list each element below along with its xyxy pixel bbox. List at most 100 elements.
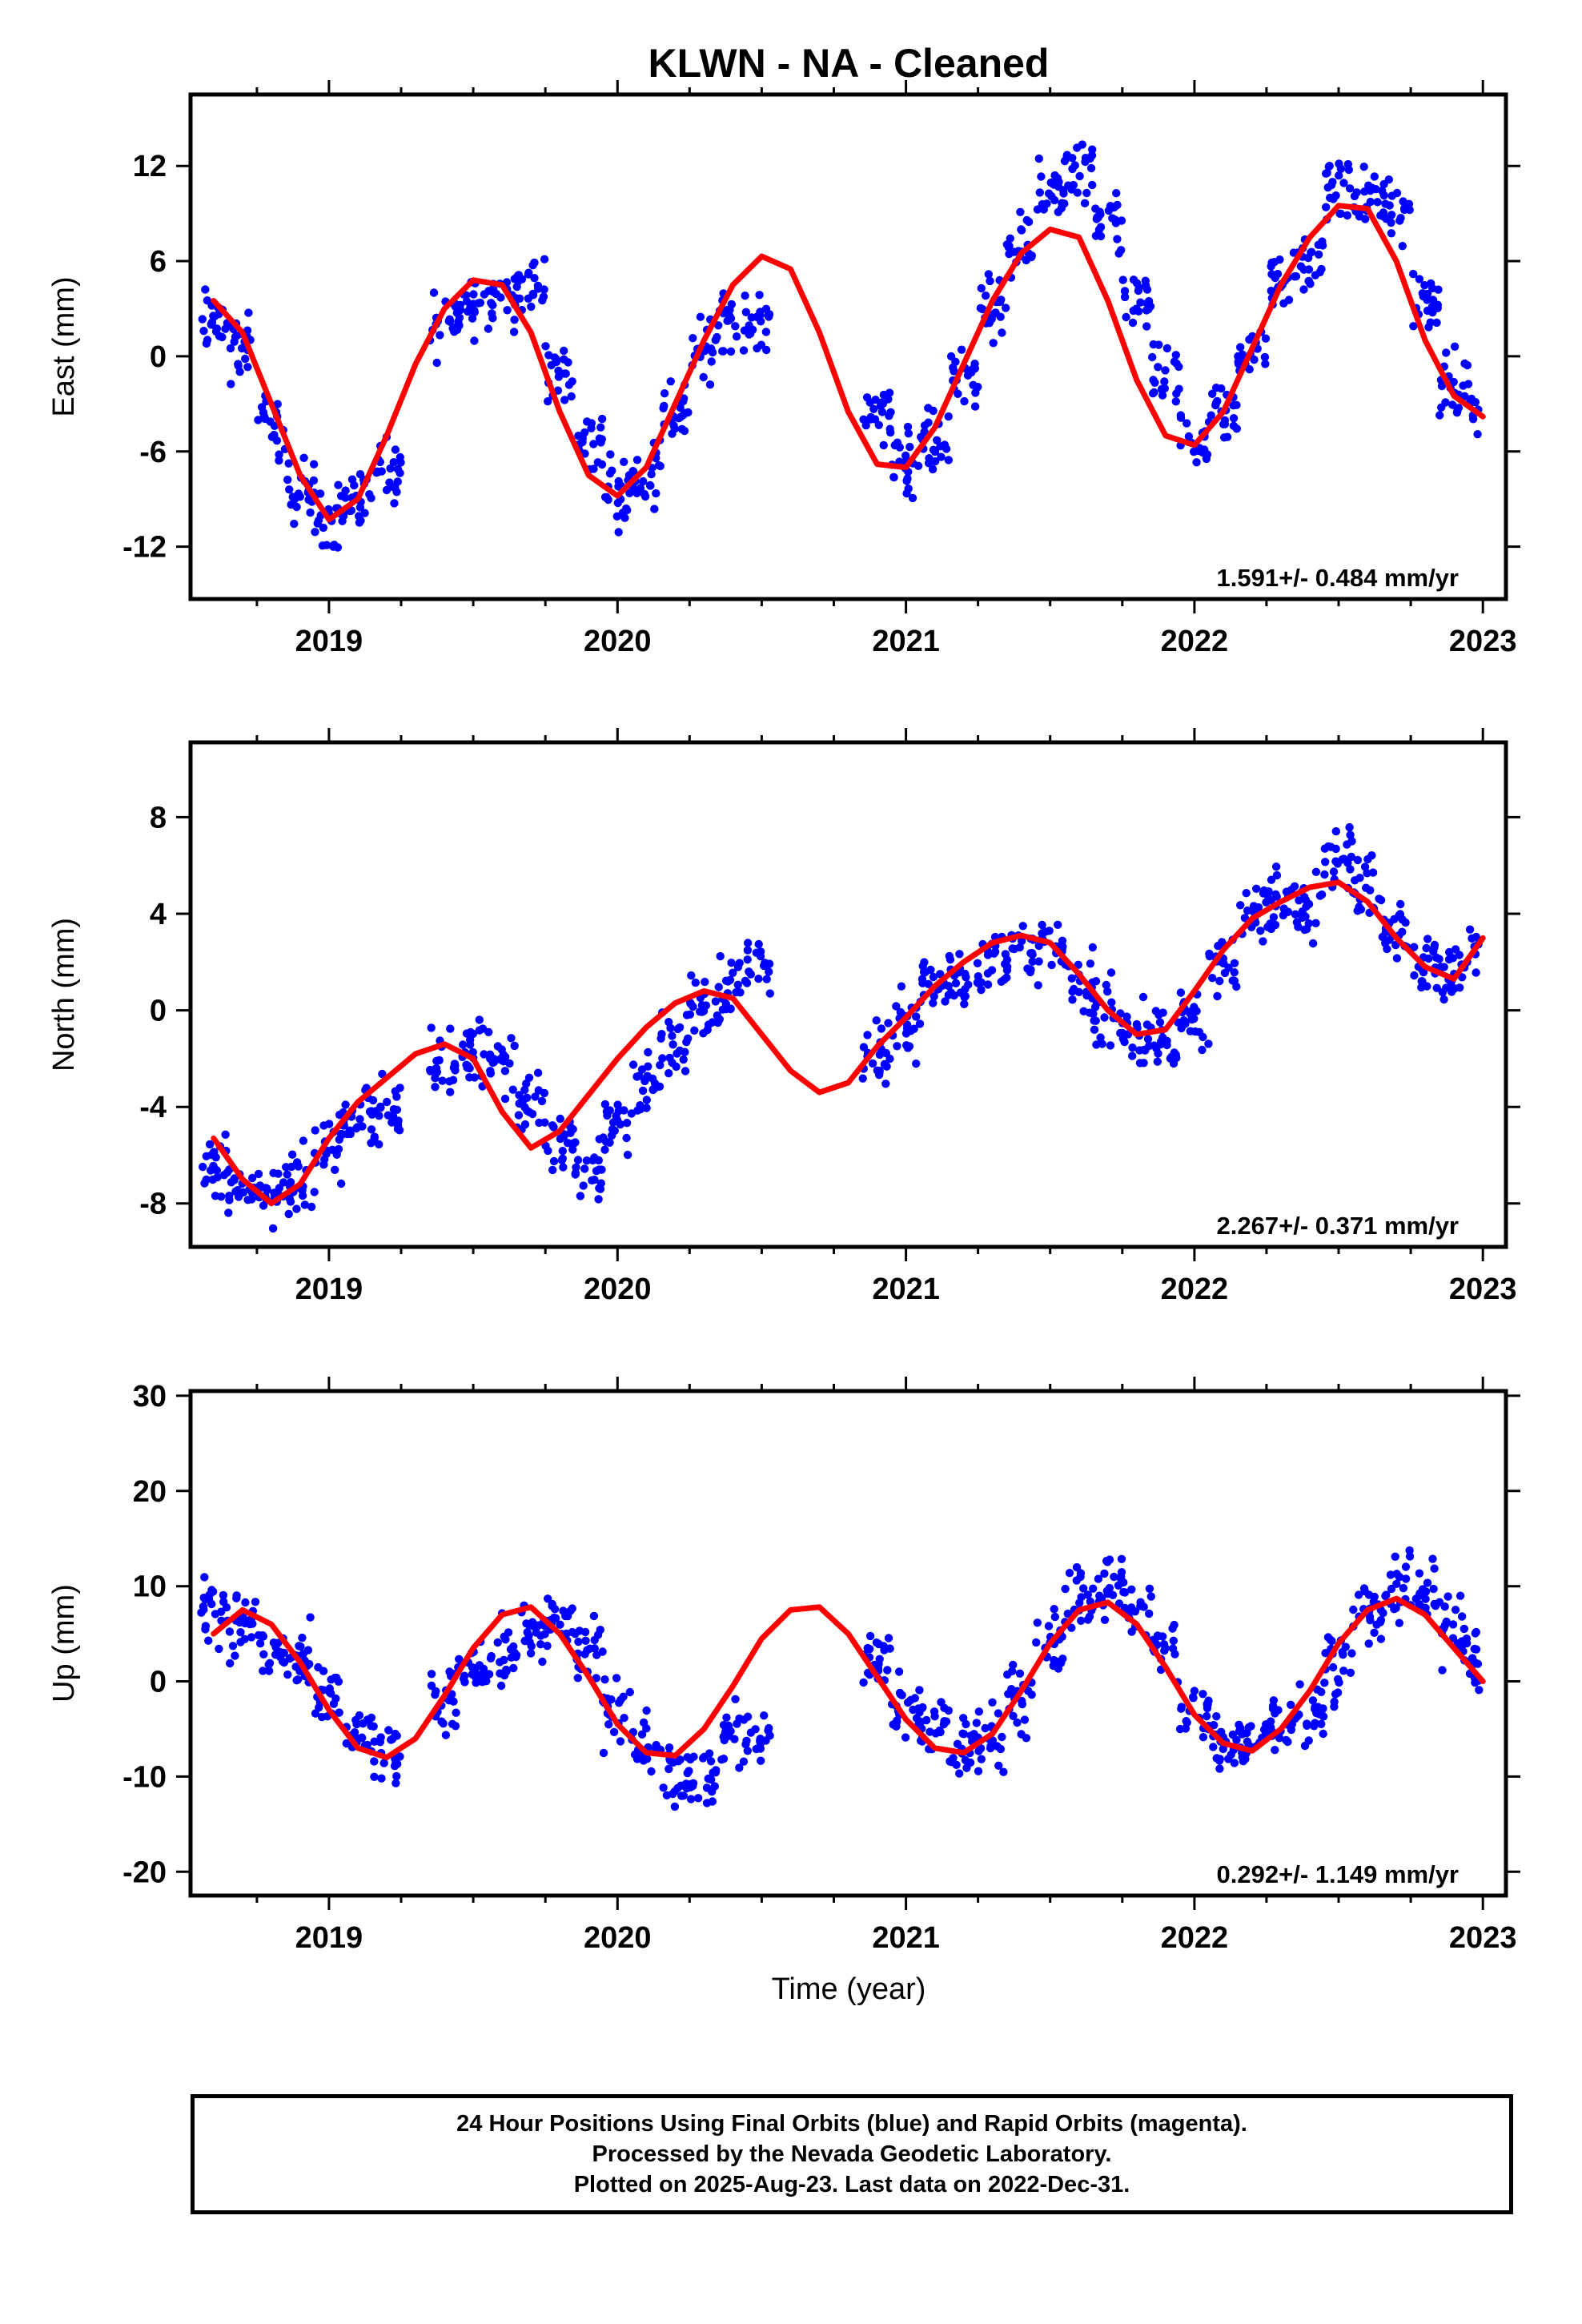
- data-point: [329, 1699, 339, 1708]
- data-point: [332, 1150, 341, 1160]
- data-point: [1400, 205, 1409, 215]
- data-point: [1460, 1624, 1469, 1634]
- y-tick-label: -10: [122, 1760, 167, 1794]
- data-point: [632, 1755, 642, 1763]
- data-point: [951, 979, 961, 988]
- data-point: [530, 258, 539, 267]
- data-point: [929, 972, 938, 982]
- data-point: [486, 1054, 495, 1063]
- data-point: [564, 358, 572, 367]
- data-point: [323, 541, 331, 549]
- data-point: [1300, 1741, 1310, 1751]
- data-point: [1373, 198, 1382, 207]
- data-point: [967, 368, 976, 377]
- data-point: [506, 1645, 516, 1654]
- data-point: [1069, 180, 1078, 190]
- data-point: [286, 1197, 295, 1206]
- data-point: [200, 1179, 209, 1188]
- data-point: [885, 388, 894, 397]
- data-point: [1065, 1569, 1074, 1578]
- data-point: [431, 1083, 440, 1092]
- data-point: [1387, 229, 1396, 238]
- model-curve: [211, 203, 1486, 523]
- data-point: [866, 412, 875, 422]
- data-point: [1410, 971, 1419, 980]
- data-point: [1271, 862, 1281, 871]
- data-point: [341, 493, 350, 502]
- data-point: [1379, 1609, 1387, 1618]
- data-point: [544, 397, 552, 406]
- data-point: [292, 502, 301, 512]
- data-point: [1335, 209, 1344, 218]
- data-point: [1094, 1574, 1103, 1583]
- data-point: [243, 1196, 252, 1204]
- data-point: [1000, 975, 1009, 984]
- panel-east: 2019 2020 2021 2022 2023 -12 -6 0 6 12 East (mm) 1.…: [47, 80, 1520, 658]
- data-point: [924, 459, 934, 468]
- data-point: [383, 1097, 391, 1107]
- rate-annotation: 2.267+/- 0.371 mm/yr: [1217, 1212, 1459, 1240]
- data-point: [1432, 318, 1441, 328]
- data-point: [1127, 1585, 1136, 1594]
- data-point: [589, 464, 598, 473]
- x-tick-label: 2020: [584, 1273, 652, 1306]
- data-point: [1308, 939, 1318, 948]
- data-point: [1387, 191, 1396, 200]
- data-point: [1209, 1743, 1218, 1751]
- data-point: [687, 971, 696, 980]
- data-point: [670, 1802, 680, 1811]
- data-point: [509, 328, 519, 336]
- data-point: [1128, 1051, 1137, 1060]
- data-point: [581, 1636, 590, 1645]
- data-point: [1256, 927, 1265, 935]
- data-point: [571, 1630, 580, 1638]
- data-point: [1442, 1617, 1451, 1626]
- data-point: [469, 290, 478, 299]
- data-point: [765, 967, 773, 976]
- data-point: [200, 1573, 209, 1582]
- data-point: [1215, 976, 1224, 986]
- data-point: [1360, 1586, 1370, 1596]
- data-point: [309, 476, 319, 485]
- data-point: [608, 466, 616, 475]
- data-point: [1118, 275, 1127, 284]
- data-point: [1272, 870, 1282, 880]
- data-point: [590, 1644, 599, 1653]
- data-point: [1329, 195, 1338, 203]
- data-point: [221, 1130, 230, 1140]
- data-point: [976, 304, 986, 312]
- data-point: [580, 1164, 589, 1173]
- data-point: [708, 348, 717, 357]
- data-point: [1472, 1645, 1481, 1654]
- data-point: [1431, 1602, 1440, 1610]
- data-point: [1415, 275, 1424, 283]
- data-point: [1424, 954, 1433, 963]
- data-point: [212, 324, 222, 333]
- data-point: [1032, 1638, 1041, 1647]
- data-point: [597, 414, 607, 424]
- data-point: [987, 966, 997, 975]
- data-point: [1432, 983, 1441, 993]
- data-point: [437, 1717, 446, 1726]
- data-point: [470, 1073, 479, 1082]
- data-point: [616, 1120, 624, 1129]
- data-point: [1160, 384, 1170, 393]
- data-point: [484, 1670, 494, 1679]
- x-tick-label: 2021: [872, 1273, 940, 1306]
- x-tick-label: 2022: [1161, 1273, 1229, 1306]
- data-point: [705, 380, 715, 389]
- data-point: [1155, 1018, 1165, 1027]
- data-point: [471, 1665, 480, 1675]
- data-point: [526, 1649, 536, 1658]
- data-point: [1359, 163, 1368, 171]
- data-point: [1239, 1757, 1248, 1766]
- data-point: [983, 980, 993, 989]
- data-point: [576, 1192, 585, 1200]
- data-point: [480, 1050, 488, 1059]
- data-point: [466, 1035, 475, 1044]
- data-point: [1087, 151, 1097, 160]
- data-point: [915, 1686, 924, 1695]
- data-point: [552, 357, 561, 367]
- data-point: [1472, 968, 1480, 977]
- data-point: [1176, 411, 1186, 420]
